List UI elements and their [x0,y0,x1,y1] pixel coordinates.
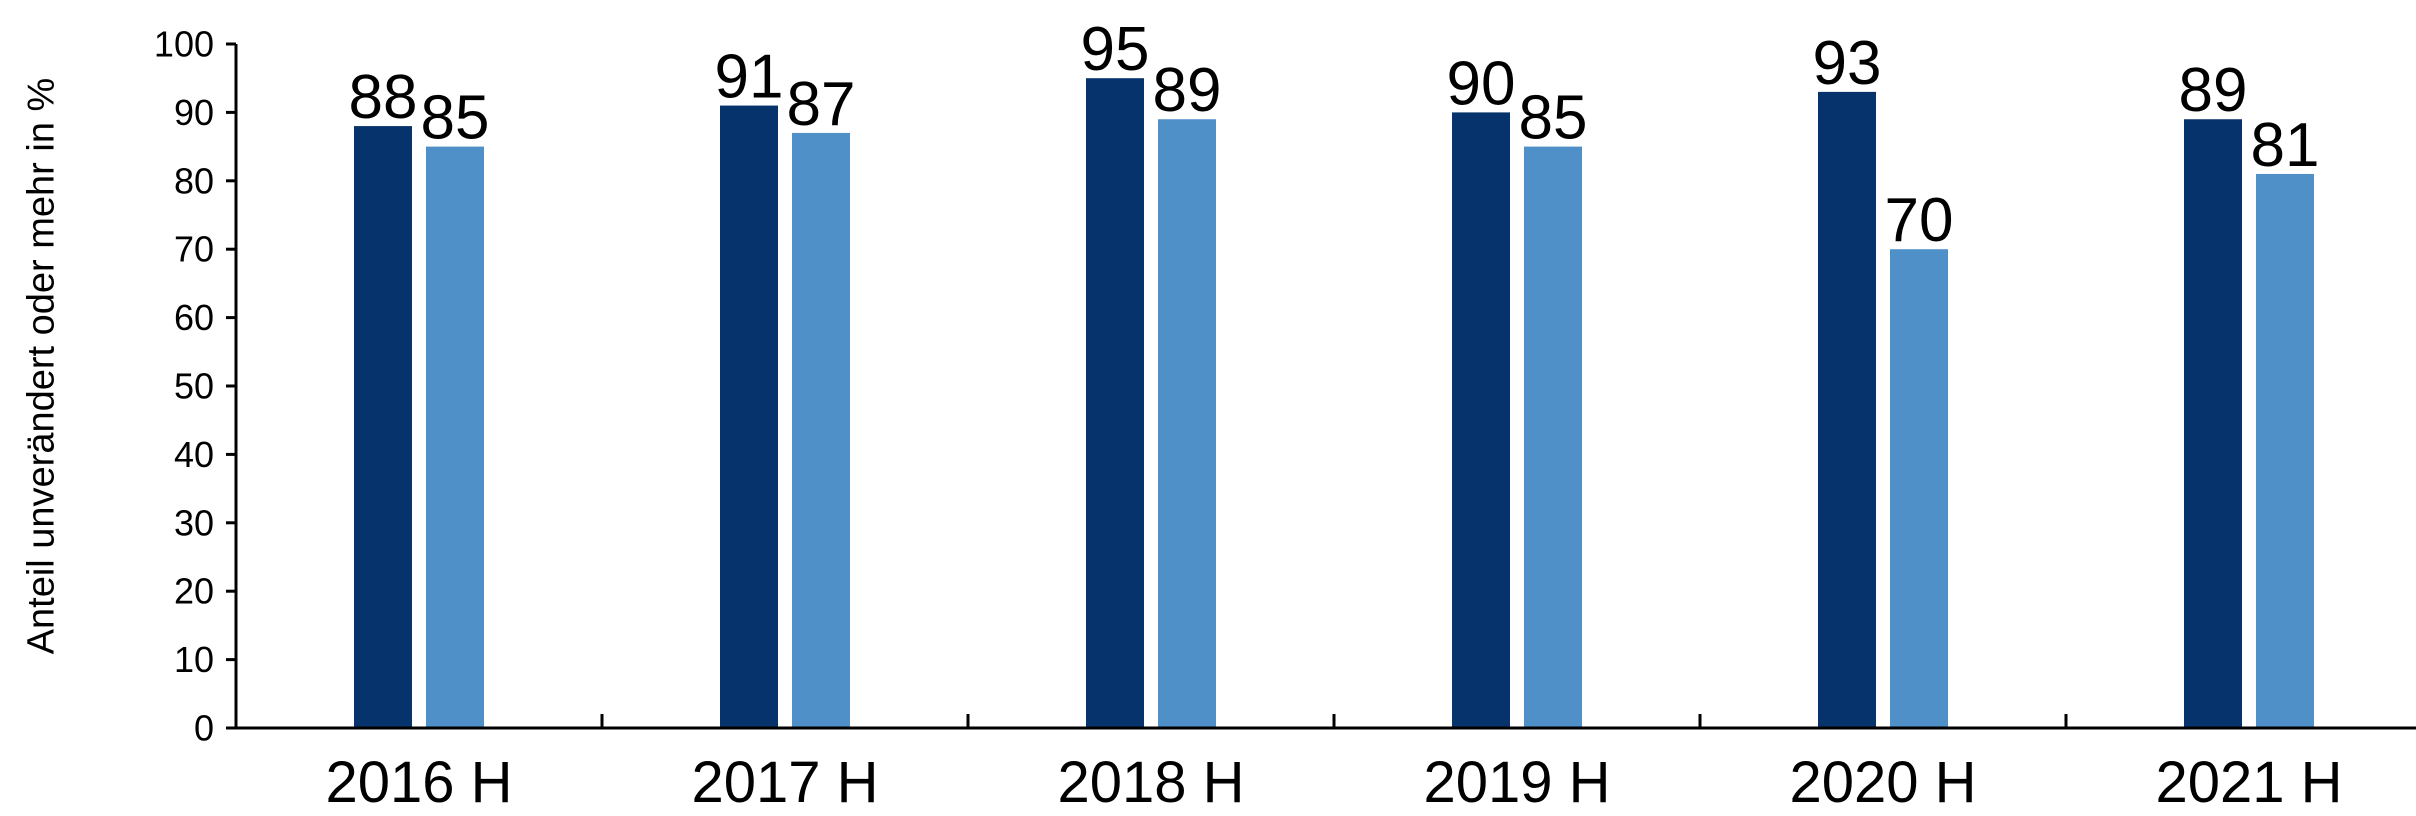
x-category-label: 2020 H [1789,750,1976,811]
x-axis-labels: 2016 H 2017 H 2018 H 2019 H 2020 H 2021 H [325,750,2342,815]
y-axis-title-group: Anteil unverändert oder mehr in % [20,78,62,655]
data-label: 89 [2179,56,2248,125]
data-label: 85 [1519,84,1588,153]
data-label: 95 [1081,15,1150,84]
y-tick-label: 0 [194,708,214,749]
data-label: 88 [349,63,418,132]
axes [226,44,2416,730]
x-category-label: 2019 H [1423,750,1610,811]
x-category-label: 2018 H [1057,750,1244,811]
data-label: 90 [1447,49,1516,118]
bar-series-1-2021-h [2184,119,2242,729]
y-tick-label: 30 [174,502,214,543]
bars [354,78,2314,729]
y-tick-label: 80 [174,160,214,201]
y-axis-title: Anteil unverändert oder mehr in % [20,78,62,655]
x-category-label: 2017 H [691,750,878,811]
bar-series-2-2021-h [2256,173,2314,728]
data-label: 87 [787,70,856,139]
bar-series-1-2017-h [720,105,778,728]
bar-series-2-2020-h [1890,249,1948,728]
y-axis-ticks: 0 10 20 30 40 50 60 70 80 90 100 [154,24,236,749]
y-tick-label: 60 [174,297,214,338]
data-label: 93 [1813,29,1882,98]
x-category-label: 2021 H [2155,750,2342,811]
data-label: 91 [715,43,784,112]
y-tick-label: 10 [174,639,214,680]
data-label: 89 [1153,56,1222,125]
y-tick-label: 100 [154,24,214,65]
y-tick-label: 20 [174,571,214,612]
bar-series-2-2016-h [426,146,484,729]
x-category-label: 2016 H [325,750,512,811]
bar-series-2-2017-h [792,132,850,729]
bar-series-1-2018-h [1086,78,1144,728]
bar-series-1-2016-h [354,126,412,728]
data-label: 85 [421,84,490,153]
bar-series-2-2019-h [1524,146,1582,729]
bar-series-2-2018-h [1158,119,1216,729]
bar-series-1-2019-h [1452,112,1510,728]
bar-series-1-2020-h [1818,91,1876,728]
y-tick-label: 90 [174,92,214,133]
data-label: 70 [1885,186,1954,255]
y-tick-label: 70 [174,229,214,270]
y-tick-label: 50 [174,366,214,407]
data-label: 81 [2251,111,2320,180]
y-tick-label: 40 [174,434,214,475]
